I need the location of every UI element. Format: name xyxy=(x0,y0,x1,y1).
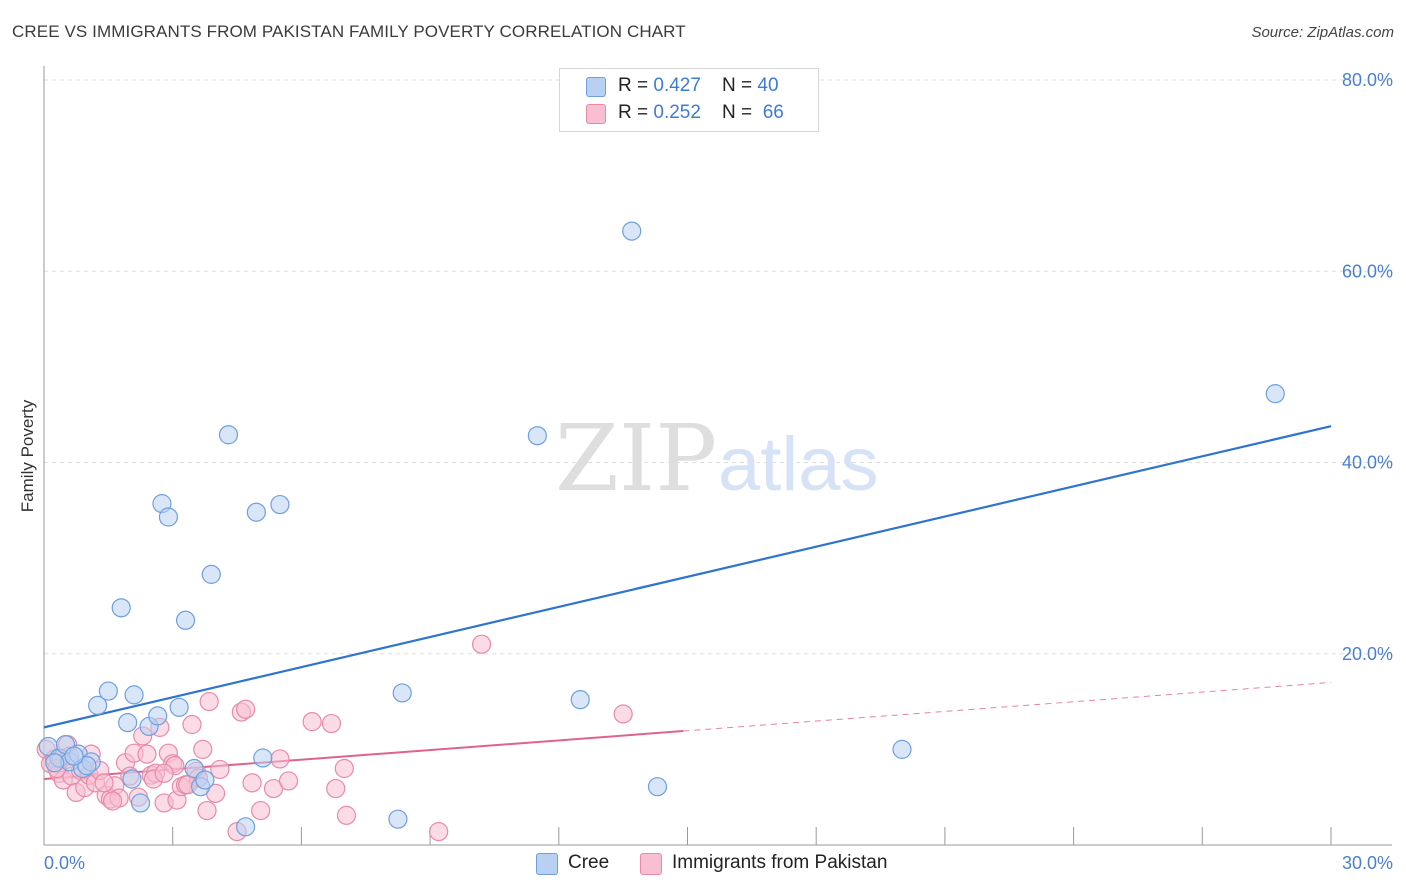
cree-point xyxy=(892,739,912,759)
cree-point xyxy=(570,690,590,710)
pakistan-point xyxy=(334,758,354,779)
cree-point xyxy=(45,753,65,773)
cree-point xyxy=(175,610,196,630)
cree-point xyxy=(1265,384,1285,404)
cree-point xyxy=(195,770,215,790)
cree-point xyxy=(270,494,290,515)
pakistan-point xyxy=(263,778,284,799)
cree-point xyxy=(246,502,266,522)
legend-n-value-pakistan: 66 xyxy=(762,102,784,123)
cree-point xyxy=(88,695,108,715)
y-tick-label: 60.0% xyxy=(1342,261,1393,281)
pakistan-point xyxy=(429,822,449,842)
pakistan-point xyxy=(336,805,357,825)
legend-n-label: N = xyxy=(722,75,758,96)
cree-point xyxy=(77,756,97,776)
pakistan-point xyxy=(210,759,230,780)
legend-r-value-cree: 0.427 xyxy=(653,75,701,96)
pakistan-point xyxy=(321,713,342,734)
chart-title: CREE VS IMMIGRANTS FROM PAKISTAN FAMILY … xyxy=(12,22,686,41)
pakistan-point xyxy=(197,800,217,821)
cree-point xyxy=(130,793,151,813)
x-tick-label-min: 0.0% xyxy=(44,853,85,873)
pakistan-point xyxy=(471,634,492,654)
legend-r-value-pakistan: 0.252 xyxy=(653,102,701,123)
pakistan-point xyxy=(326,778,346,799)
pakistan-point xyxy=(302,712,322,732)
pakistan-point xyxy=(251,800,271,821)
cree-point xyxy=(64,746,84,766)
cree-point xyxy=(158,507,179,527)
correlation-legend: R = 0.427 N = 40 R = 0.252 N = 66 xyxy=(559,68,819,132)
cree-point xyxy=(148,706,168,726)
pakistan-point xyxy=(613,704,633,724)
pakistan-point xyxy=(278,771,299,791)
cree-legend-label: Cree xyxy=(568,852,610,873)
cree-point xyxy=(124,685,144,705)
pakistan-point xyxy=(103,791,123,811)
pakistan-swatch xyxy=(586,104,606,124)
watermark-atlas: atlas xyxy=(718,422,879,507)
x-tick-label-max: 30.0% xyxy=(1342,853,1393,873)
x-tick-labels: 0.0% 30.0% xyxy=(44,853,1393,873)
data-points xyxy=(36,221,1285,842)
cree-point xyxy=(118,712,138,733)
trend-line-extension-pakistan xyxy=(683,681,1332,732)
cree-legend-swatch xyxy=(536,853,558,875)
cree-point xyxy=(392,683,412,703)
cree-point xyxy=(622,221,642,241)
y-tick-label: 80.0% xyxy=(1342,70,1393,90)
cree-swatch xyxy=(586,77,606,97)
watermark-zip: ZIP xyxy=(555,405,717,512)
cree-point xyxy=(98,681,118,701)
gridlines xyxy=(44,79,1392,655)
cree-point xyxy=(236,817,256,837)
legend-r-label: R = xyxy=(618,75,654,96)
pakistan-point xyxy=(270,749,290,769)
pakistan-point xyxy=(182,714,202,735)
cree-point xyxy=(647,777,668,797)
cree-point xyxy=(253,748,273,768)
cree-point xyxy=(201,564,221,584)
pakistan-point xyxy=(236,699,256,719)
y-tick-label: 20.0% xyxy=(1342,644,1393,664)
legend-r-label: R = xyxy=(618,102,654,123)
y-tick-label: 40.0% xyxy=(1342,453,1393,473)
pakistan-point xyxy=(154,763,174,783)
legend-n-label: N = xyxy=(722,102,758,123)
pakistan-legend-label: Immigrants from Pakistan xyxy=(672,852,888,873)
pakistan-point xyxy=(94,773,114,793)
cree-point xyxy=(169,697,189,717)
watermark: ZIP atlas xyxy=(555,405,879,512)
cree-point xyxy=(122,769,142,789)
cree-point xyxy=(111,598,131,618)
source-label: Source: ZipAtlas.com xyxy=(1251,24,1394,41)
pakistan-point xyxy=(193,739,213,759)
legend-n-value-cree: 40 xyxy=(757,75,779,96)
cree-point xyxy=(218,425,239,445)
pakistan-legend-swatch xyxy=(640,853,662,875)
trend-line-cree xyxy=(43,425,1332,729)
cree-point xyxy=(527,426,547,446)
pakistan-point xyxy=(199,691,219,712)
cree-point xyxy=(388,809,408,829)
y-tick-labels: 20.0% 40.0% 60.0% 80.0% xyxy=(1342,70,1393,664)
pakistan-point xyxy=(242,773,262,793)
pakistan-point xyxy=(137,744,157,764)
